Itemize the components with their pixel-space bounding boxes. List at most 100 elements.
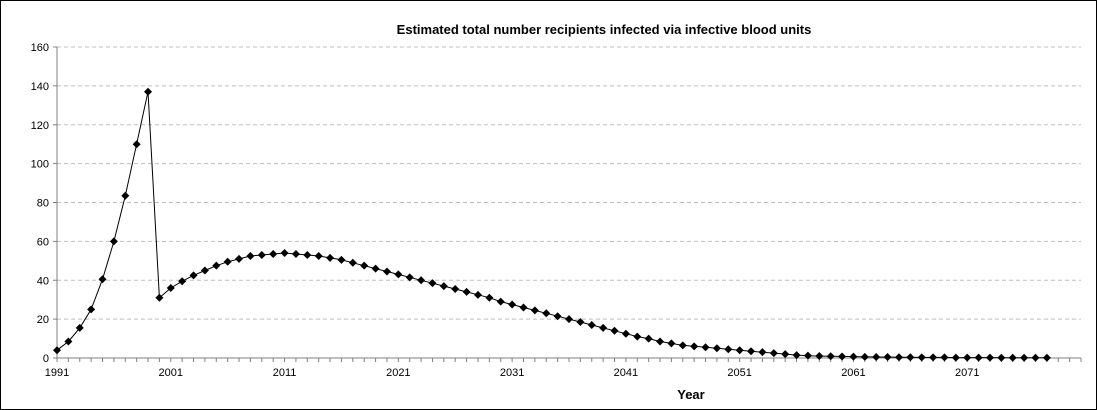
y-tick-label: 140 [31, 81, 49, 93]
data-point-marker [735, 346, 744, 355]
data-point-marker [235, 254, 244, 263]
data-point-marker [997, 353, 1006, 362]
data-point-marker [929, 353, 938, 362]
data-point-marker [178, 277, 187, 286]
x-tick-label: 2021 [386, 367, 410, 379]
data-point-marker [883, 353, 892, 362]
chart-title: Estimated total number recipients infect… [397, 22, 812, 37]
data-point-marker [576, 318, 585, 327]
data-point-marker [542, 309, 551, 318]
axis-layer: 0 20 40 60 80 100 120 140 160 1991 2001 2011 2021 203… [31, 42, 1082, 379]
y-tick-label: 100 [31, 159, 49, 171]
x-tick-label: 2011 [273, 367, 297, 379]
data-point-marker [940, 353, 949, 362]
data-point-marker [64, 337, 73, 346]
data-point-marker [849, 352, 858, 361]
data-point-marker [747, 347, 756, 356]
data-point-marker [417, 276, 426, 285]
x-axis-title: Year [677, 387, 704, 402]
y-tick-label: 80 [37, 198, 49, 210]
data-point-marker [985, 353, 994, 362]
data-point-marker [815, 352, 824, 361]
y-tick-label: 120 [31, 120, 49, 132]
data-point-marker [974, 353, 983, 362]
data-point-marker [439, 282, 448, 291]
data-point-marker [1020, 353, 1029, 362]
x-tick-label: 2001 [159, 367, 183, 379]
data-point-marker [701, 343, 710, 352]
x-tick-label: 2071 [955, 367, 979, 379]
data-point-marker [667, 339, 676, 348]
data-point-marker [155, 293, 164, 302]
data-point-marker [326, 253, 335, 262]
data-point-marker [132, 140, 141, 149]
data-point-marker [951, 353, 960, 362]
data-point-marker [678, 341, 687, 350]
data-point-marker [894, 353, 903, 362]
data-point-marker [462, 287, 471, 296]
data-point-marker [348, 258, 357, 267]
x-tick-label: 2041 [614, 367, 638, 379]
series-line [56, 91, 1047, 359]
x-tick-label: 2051 [727, 367, 751, 379]
x-tick-label: 2061 [841, 367, 865, 379]
x-tick-label: 2031 [500, 367, 524, 379]
data-point-marker [508, 300, 517, 309]
data-point-marker [98, 275, 107, 284]
data-point-marker [792, 351, 801, 360]
series-layer [53, 87, 1051, 362]
data-point-marker [769, 349, 778, 358]
data-point-marker [712, 344, 721, 353]
data-point-marker [724, 345, 733, 354]
data-point-marker [826, 352, 835, 361]
data-point-marker [451, 284, 460, 293]
y-tick-label: 40 [37, 275, 49, 287]
data-point-marker [1042, 353, 1051, 362]
data-point-marker [906, 353, 915, 362]
data-point-marker [166, 284, 175, 293]
data-point-marker [337, 255, 346, 264]
data-point-marker [212, 261, 221, 270]
data-point-marker [599, 323, 608, 332]
data-point-marker [519, 303, 528, 312]
data-point-marker [246, 251, 255, 260]
data-point-marker [633, 332, 642, 341]
y-tick-label: 0 [43, 353, 49, 365]
data-point-marker [257, 250, 266, 259]
data-point-marker [656, 337, 665, 346]
data-point-marker [291, 250, 300, 259]
data-point-marker [838, 352, 847, 361]
data-point-marker [758, 348, 767, 357]
data-point-marker [53, 346, 61, 355]
data-point-marker [963, 353, 972, 362]
data-point-marker [314, 251, 323, 260]
data-point-marker [872, 353, 881, 362]
data-point-marker [382, 267, 391, 276]
data-point-marker [428, 279, 437, 288]
y-tick-label: 20 [37, 314, 49, 326]
data-point-marker [371, 264, 380, 273]
data-point-marker [530, 306, 539, 315]
data-point-marker [75, 323, 84, 332]
data-point-marker [109, 237, 118, 246]
data-point-marker [553, 312, 562, 321]
data-point-marker [269, 250, 278, 259]
data-point-marker [1008, 353, 1017, 362]
data-point-marker [485, 293, 494, 302]
data-point-marker [200, 266, 209, 275]
data-point-marker [917, 353, 926, 362]
data-point-marker [121, 191, 130, 200]
data-point-marker [621, 329, 630, 338]
x-tick-label: 1991 [45, 367, 69, 379]
y-tick-label: 160 [31, 42, 49, 54]
data-point-marker [303, 250, 312, 259]
data-point-marker [87, 305, 96, 314]
data-point-marker [565, 315, 573, 324]
grid-layer [57, 46, 1081, 320]
data-point-marker [405, 273, 414, 282]
data-point-marker [1031, 353, 1040, 362]
data-point-marker [473, 290, 482, 299]
data-point-marker [644, 334, 653, 343]
